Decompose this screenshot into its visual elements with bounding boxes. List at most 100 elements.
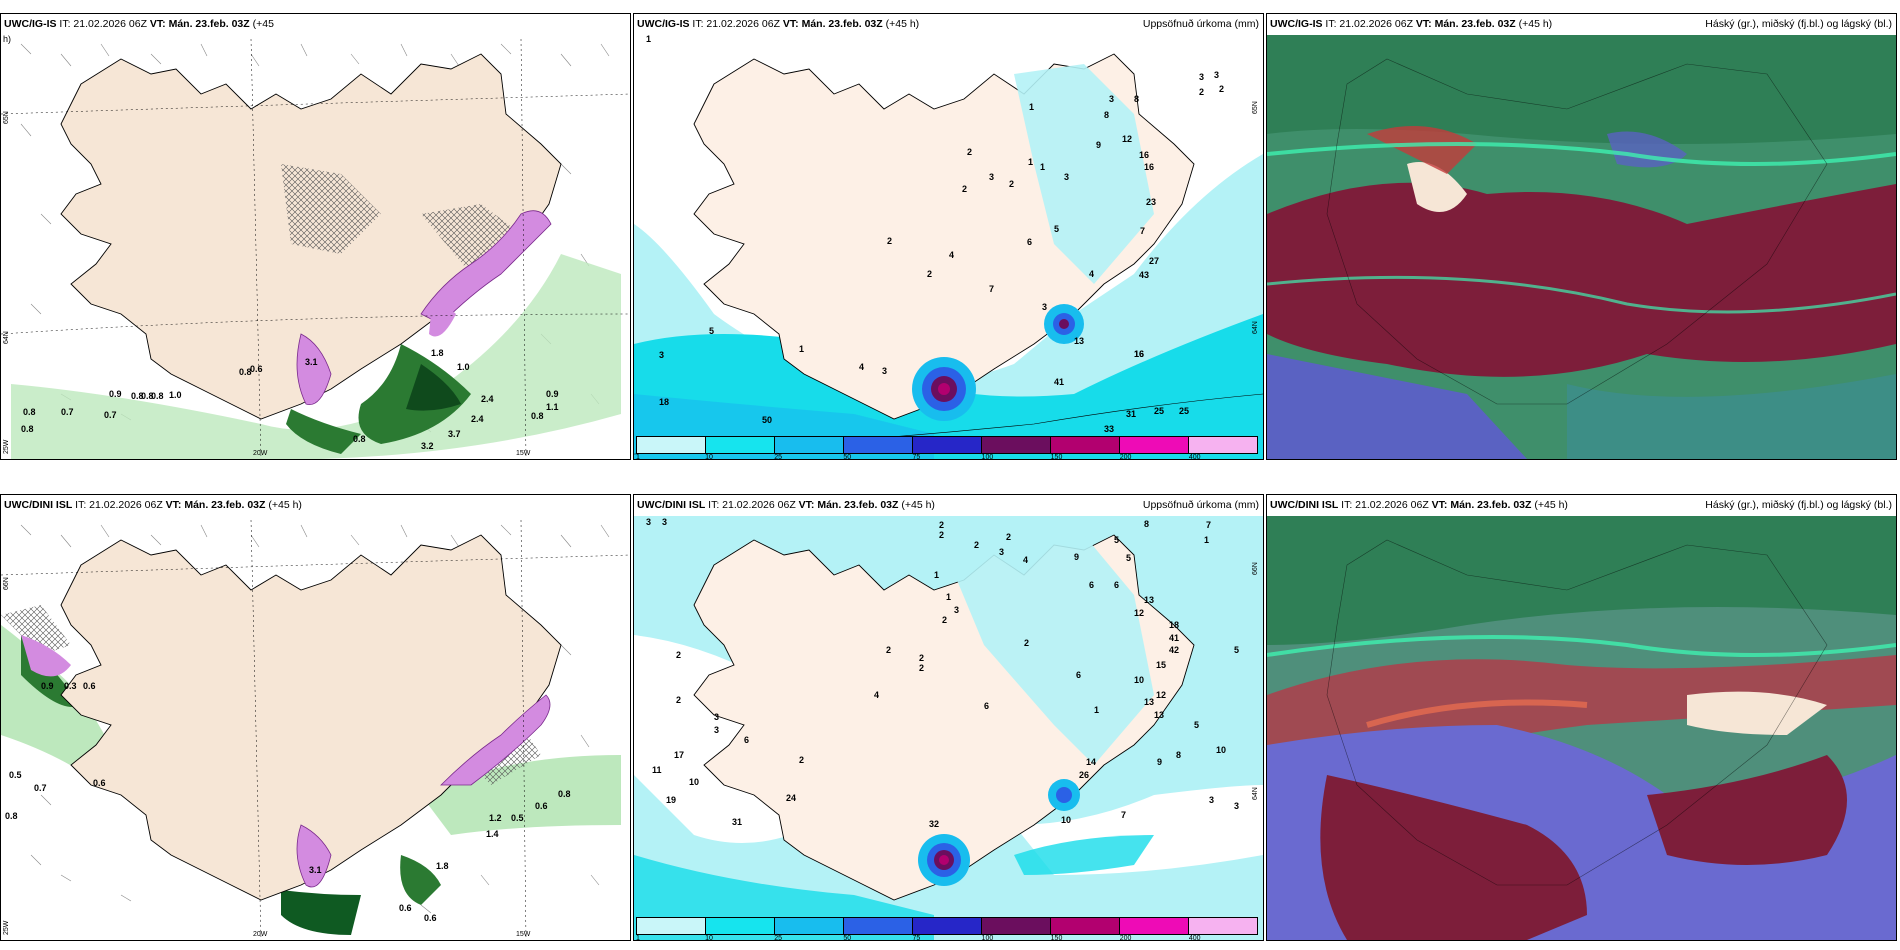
value-label: 2 bbox=[1199, 87, 1205, 97]
value-label: 2 bbox=[927, 269, 933, 279]
value-label: 1 bbox=[946, 592, 952, 602]
value-label: 10 bbox=[1216, 745, 1227, 755]
value-label: 5 bbox=[709, 326, 715, 336]
value-label: 2 bbox=[1219, 84, 1225, 94]
value-label: 2 bbox=[1006, 532, 1012, 542]
value-label: 2 bbox=[967, 147, 973, 157]
value-label: 7 bbox=[1121, 810, 1127, 820]
value-label: 16 bbox=[1144, 162, 1155, 172]
value-label: 0.8 bbox=[141, 391, 154, 401]
panel-variable-title: Háský (gr.), miðský (fj.bl.) og lágský (… bbox=[1705, 499, 1892, 511]
value-label: 1.0 bbox=[169, 390, 182, 400]
lead-time: (+45 h) bbox=[882, 18, 920, 30]
value-label: 6 bbox=[744, 735, 750, 745]
value-label: 6 bbox=[1027, 237, 1033, 247]
value-label: 17 bbox=[674, 750, 685, 760]
value-label: 12 bbox=[1134, 608, 1145, 618]
colorbar-tick: 200 bbox=[1119, 935, 1132, 941]
colorbar-swatch bbox=[913, 918, 982, 934]
value-label: 13 bbox=[1074, 336, 1085, 346]
value-label: 9 bbox=[1096, 140, 1102, 150]
value-label: 3.1 bbox=[305, 357, 318, 367]
lat-tick: 66N bbox=[3, 577, 10, 590]
value-label: 12 bbox=[1122, 134, 1133, 144]
value-label: 15 bbox=[1156, 660, 1167, 670]
value-label: 3 bbox=[646, 517, 652, 527]
value-label: 0.5 bbox=[9, 770, 22, 780]
colorbar-tick: 100 bbox=[981, 454, 994, 460]
value-label: 16 bbox=[1139, 150, 1150, 160]
colorbar-tick: 200 bbox=[1119, 454, 1132, 460]
lead-time: (+45 bbox=[249, 18, 274, 30]
lon-tick: 20W bbox=[253, 450, 268, 457]
colorbar-swatch bbox=[913, 437, 982, 453]
value-label: 4 bbox=[859, 362, 865, 372]
lon-tick: 15W bbox=[516, 931, 531, 938]
value-label: 4 bbox=[874, 690, 880, 700]
lead-time: (+45 h) bbox=[898, 499, 935, 511]
precip-colorbar: 1 10 25 50 75 100 150 200 400 bbox=[636, 917, 1258, 941]
colorbar-swatch bbox=[637, 437, 706, 453]
value-label: 0.9 bbox=[41, 681, 54, 691]
value-label: 2 bbox=[1009, 179, 1015, 189]
value-label: 0.8 bbox=[5, 811, 18, 821]
value-label: 2 bbox=[939, 530, 945, 540]
value-label: 8 bbox=[1134, 94, 1140, 104]
land-iceland bbox=[60, 534, 562, 901]
value-label: 3 bbox=[1234, 801, 1240, 811]
valid-time: Mán. 23.feb. 03Z bbox=[1450, 499, 1532, 511]
value-label: 2 bbox=[942, 615, 948, 625]
value-label: 4 bbox=[1089, 269, 1095, 279]
value-label: 3 bbox=[1042, 302, 1048, 312]
colorbar-swatch bbox=[775, 918, 844, 934]
value-label: 1.2 bbox=[489, 813, 502, 823]
panel-dini-cloud: UWC/DINI ISL IT: 21.02.2026 06Z VT: Mán.… bbox=[1266, 494, 1897, 941]
panel-variable-title: Háský (gr.), miðský (fj.bl.) og lágský (… bbox=[1705, 18, 1892, 30]
value-label: 0.8 bbox=[531, 411, 544, 421]
value-label: 1 bbox=[1029, 102, 1035, 112]
colorbar-swatch bbox=[1120, 918, 1189, 934]
panel-header: UWC/DINI ISL IT: 21.02.2026 06Z VT: Mán.… bbox=[1267, 495, 1896, 516]
vt-label: VT: bbox=[1415, 18, 1432, 30]
value-label: 9 bbox=[1157, 757, 1163, 767]
lat-tick: 64N bbox=[3, 331, 10, 344]
lead-time: (+45 h) bbox=[265, 499, 302, 511]
colorbar-swatch bbox=[1051, 918, 1120, 934]
value-label: 31 bbox=[732, 817, 743, 827]
value-label: 2 bbox=[1024, 638, 1030, 648]
panel-header: UWC/IG-IS IT: 21.02.2026 06Z VT: Mán. 23… bbox=[1, 14, 630, 35]
valid-time: Mán. 23.feb. 03Z bbox=[817, 499, 899, 511]
value-label: 5 bbox=[1114, 535, 1120, 545]
value-label: 3 bbox=[882, 366, 888, 376]
value-label: 1.8 bbox=[436, 861, 449, 871]
value-label: 2.4 bbox=[471, 414, 484, 424]
value-label: 1 bbox=[799, 344, 805, 354]
value-label: 8 bbox=[1144, 519, 1150, 529]
colorbar-swatch bbox=[844, 918, 913, 934]
value-label: 2 bbox=[919, 663, 925, 673]
colorbar-swatch bbox=[706, 437, 775, 453]
lat-tick: 65N bbox=[3, 111, 10, 124]
panel-header: UWC/DINI ISL IT: 21.02.2026 06Z VT: Mán.… bbox=[634, 495, 1263, 516]
map-dini-cloud bbox=[1267, 495, 1896, 940]
init-time: IT: 21.02.2026 06Z bbox=[689, 18, 783, 30]
value-label: 11 bbox=[652, 765, 662, 775]
colorbar-swatch bbox=[637, 918, 706, 934]
value-label: 32 bbox=[929, 819, 940, 829]
init-time: IT: 21.02.2026 06Z bbox=[705, 499, 799, 511]
colorbar-tick: 400 bbox=[1188, 454, 1201, 460]
value-label: 2 bbox=[676, 695, 682, 705]
value-label: 3 bbox=[1209, 795, 1215, 805]
value-label: 50 bbox=[762, 415, 773, 425]
model-name: UWC/DINI ISL bbox=[1270, 499, 1339, 511]
value-label: 18 bbox=[659, 397, 670, 407]
colorbar-swatch bbox=[844, 437, 913, 453]
value-label: 3 bbox=[1214, 70, 1220, 80]
lat-tick: 66N bbox=[1252, 562, 1259, 575]
value-label: 13 bbox=[1154, 710, 1165, 720]
value-label: 1 bbox=[646, 34, 652, 44]
value-label: 26 bbox=[1079, 770, 1090, 780]
valid-time: Mán. 23.feb. 03Z bbox=[168, 18, 250, 30]
value-label: 7 bbox=[1206, 520, 1212, 530]
colorbar-tick: 75 bbox=[912, 454, 921, 460]
